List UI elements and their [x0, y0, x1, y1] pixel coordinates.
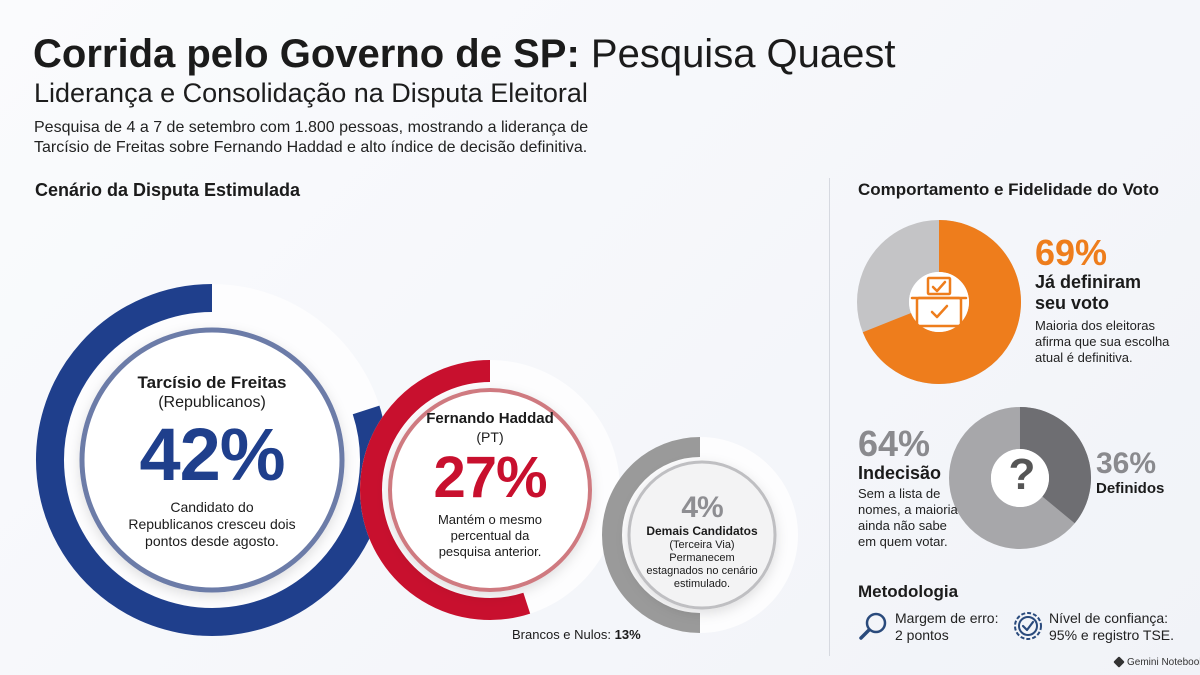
candidate-2-note: Mantém o mesmo percentual da pesquisa an… [437, 512, 543, 559]
vote-behavior-graphic [857, 220, 1091, 549]
candidate-3-name: Demais Candidatos [646, 524, 758, 538]
blank-null-line: Brancos e Nulos: 13% [512, 627, 641, 642]
candidate-1-note: Candidato do Republicanos cresceu dois p… [128, 499, 296, 549]
candidate-3-arc [602, 437, 701, 633]
vertical-divider [829, 178, 830, 656]
methodology-confidence: Nível de confiança: 95% e registro TSE. [1049, 610, 1175, 643]
decided-title: Já definiram seu voto [1035, 272, 1142, 313]
candidate-3-inner-circle [627, 460, 777, 610]
blank-null-value: 13% [614, 627, 641, 642]
gemini-brand: Gemini Notebook [1113, 656, 1200, 669]
candidate-1-text: Tarcísio de Freitas (Republicanos) 42% C… [112, 373, 312, 550]
defined-block: 36% Definidos [1096, 448, 1164, 498]
methodology-margin: Margem de erro: 2 pontos [895, 610, 999, 643]
seal-check-icon [1014, 612, 1042, 640]
defined-title: Definidos [1096, 480, 1165, 497]
page-description: Pesquisa de 4 a 7 de setembro com 1.800 … [34, 119, 589, 156]
candidate-1-percent: 42% [139, 413, 285, 496]
gemini-star-icon [1113, 656, 1125, 669]
candidate-1-inner-circle [79, 327, 345, 593]
candidate-3-text: 4% Demais Candidatos (Terceira Via) Perm… [642, 492, 762, 591]
candidate-1-arc [36, 284, 388, 636]
ballot-box-icon [910, 276, 968, 328]
candidate-3-note: Permanecem estagnados no cenário estimul… [646, 552, 758, 590]
magnifier-icon [859, 612, 887, 640]
candidate-2-arc [360, 360, 531, 620]
gemini-brand-label: Gemini Notebook [1127, 657, 1200, 668]
question-mark-icon: ? [1008, 450, 1036, 499]
candidate-3-percent: 4% [681, 491, 723, 524]
decided-note: Maioria dos eleitoras afirma que sua esc… [1035, 318, 1170, 365]
candidate-3-party: (Terceira Via) [669, 539, 735, 551]
candidate-2-percent: 27% [433, 445, 547, 510]
indecision-block: 64% Indecisão Sem a lista de nomes, a ma… [858, 425, 968, 550]
indecision-note: Sem a lista de nomes, a maioria ainda nã… [858, 486, 958, 549]
candidate-2-name: Fernando Haddad [426, 410, 554, 427]
defined-percent: 36% [1096, 447, 1157, 480]
section-title-right: Comportamento e Fidelidade do Voto [858, 180, 1159, 199]
candidate-1-party: (Republicanos) [158, 394, 266, 411]
decided-block: 69% Já definiram seu voto Maioria dos el… [1035, 234, 1195, 366]
decided-donut-hole [909, 272, 969, 332]
candidate-2-inner-circle [388, 388, 592, 592]
candidate-2-party: (PT) [476, 429, 504, 445]
title-regular: Pesquisa Quaest [590, 32, 896, 76]
decided-donut-arc [862, 220, 1021, 384]
section-title-left: Cenário da Disputa Estimulada [35, 180, 301, 200]
candidate-2-text: Fernando Haddad (PT) 27% Mantém o mesmo … [420, 410, 560, 560]
indecision-title: Indecisão [858, 463, 942, 483]
candidates-graphic [36, 284, 777, 636]
methodology-title: Metodologia [858, 582, 959, 601]
indecision-donut-hole [991, 449, 1049, 507]
candidate-1-name: Tarcísio de Freitas [137, 373, 287, 392]
page-subtitle: Liderança e Consolidação na Disputa Elei… [34, 78, 588, 108]
decided-percent: 69% [1035, 232, 1108, 273]
blank-null-label: Brancos e Nulos: [512, 627, 611, 642]
indecision-percent: 64% [858, 423, 931, 464]
title-bold: Corrida pelo Governo de SP: [33, 32, 580, 76]
page-title: Corrida pelo Governo de SP: Pesquisa Qua… [33, 30, 896, 78]
defined-donut-arc [1018, 407, 1091, 524]
